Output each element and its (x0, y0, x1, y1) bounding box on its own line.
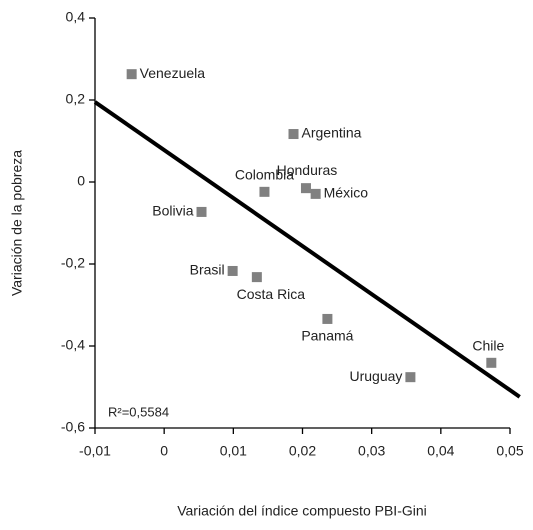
point-label: Uruguay (349, 368, 402, 384)
point-label: Chile (472, 338, 504, 354)
point-label: Bolivia (152, 203, 193, 219)
point (300, 183, 311, 194)
point (259, 186, 270, 197)
point-label: Colombia (235, 167, 294, 183)
point-label: Venezuela (140, 65, 206, 81)
point (227, 265, 238, 276)
point (196, 206, 207, 217)
x-tick-label: 0 (160, 443, 168, 459)
point-label: Brasil (190, 262, 225, 278)
r2-annotation: R²=0,5584 (108, 404, 169, 419)
x-tick-label: 0,05 (496, 443, 523, 459)
point (251, 272, 262, 283)
y-tick-label: 0 (77, 173, 85, 189)
x-tick-label: -0,01 (79, 443, 111, 459)
point (126, 69, 137, 80)
x-axis-title: Variación del índice compuesto PBI-Gini (177, 503, 427, 519)
y-axis-title: Variación de la pobreza (9, 150, 25, 296)
x-tick-label: 0,04 (427, 443, 454, 459)
point (405, 372, 416, 383)
point-label: Honduras (277, 162, 338, 178)
x-tick-label: 0,03 (358, 443, 385, 459)
point-label: Panamá (301, 328, 353, 344)
y-tick-label: 0,2 (66, 91, 86, 107)
point (486, 357, 497, 368)
point-label: Argentina (302, 125, 362, 141)
x-tick-label: 0,02 (289, 443, 316, 459)
y-tick-label: -0,4 (61, 337, 85, 353)
y-tick-label: -0,6 (61, 419, 85, 435)
y-tick-label: 0,4 (66, 9, 86, 25)
x-tick-label: 0,01 (220, 443, 247, 459)
point (322, 313, 333, 324)
point (288, 129, 299, 140)
trend-line (93, 100, 521, 399)
y-tick-label: -0,2 (61, 255, 85, 271)
point-label: México (324, 185, 369, 201)
point (310, 188, 321, 199)
point-label: Costa Rica (237, 286, 306, 302)
